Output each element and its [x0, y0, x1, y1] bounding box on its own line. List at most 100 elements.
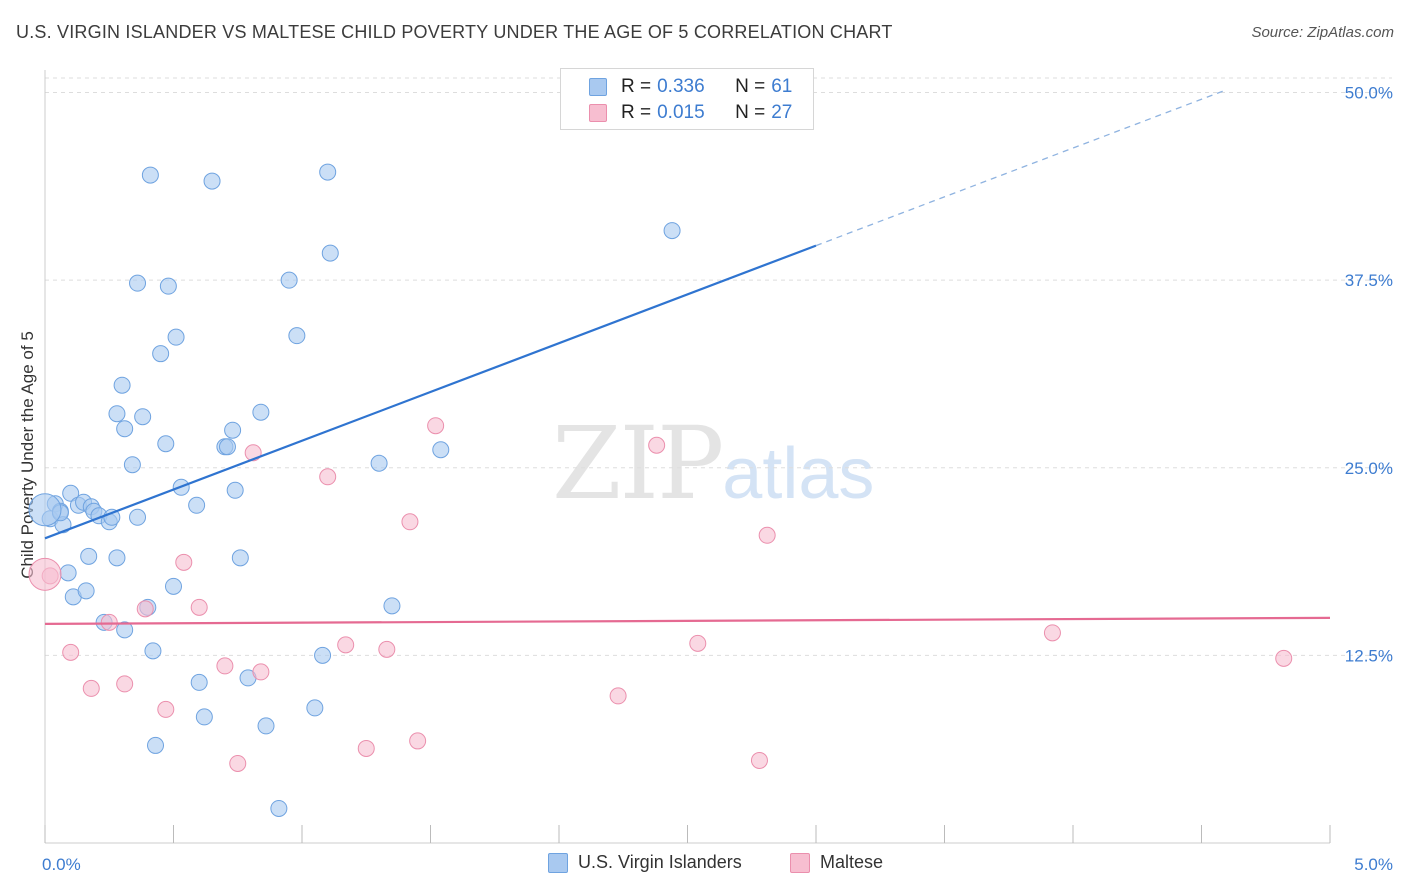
- data-point-maltese: [1043, 624, 1061, 642]
- data-point-maltese: [357, 739, 375, 757]
- data-point-virgin-islanders: [108, 549, 126, 567]
- data-point-virgin-islanders: [59, 564, 77, 582]
- data-point-virgin-islanders: [62, 484, 80, 502]
- data-point-maltese: [229, 754, 247, 772]
- chart-title: U.S. VIRGIN ISLANDER VS MALTESE CHILD PO…: [16, 22, 893, 42]
- data-point-virgin-islanders: [77, 582, 95, 600]
- data-point-virgin-islanders: [383, 597, 401, 615]
- trend-lines: [44, 88, 1331, 625]
- data-point-maltese: [378, 640, 396, 658]
- data-point-virgin-islanders: [165, 577, 182, 595]
- data-point-virgin-islanders: [203, 172, 221, 190]
- x-tick-label: 0.0%: [42, 855, 81, 874]
- data-point-maltese: [116, 675, 134, 693]
- data-point-virgin-islanders: [321, 244, 339, 262]
- data-point-maltese: [100, 613, 118, 631]
- data-point-maltese: [319, 468, 337, 486]
- data-point-virgin-islanders: [231, 549, 249, 567]
- grid-lines: [45, 77, 1392, 656]
- data-point-maltese: [689, 634, 707, 652]
- data-point-maltese-cluster: [28, 557, 62, 591]
- data-point-virgin-islanders: [252, 403, 270, 421]
- data-point-maltese: [190, 598, 208, 616]
- y-tick-label: 25.0%: [1345, 459, 1393, 478]
- legend-n-label: N =: [735, 102, 766, 123]
- data-point-virgin-islanders: [218, 438, 236, 456]
- legend-r-value: 0.015: [657, 102, 705, 123]
- legend-swatch-blue: [589, 78, 607, 96]
- data-point-maltese: [750, 751, 768, 769]
- data-point-virgin-islanders: [116, 621, 134, 639]
- y-tick-label: 50.0%: [1345, 84, 1393, 103]
- data-point-virgin-islanders: [224, 421, 242, 439]
- data-point-virgin-islanders-cluster: [28, 493, 62, 527]
- data-point-virgin-islanders: [144, 642, 162, 660]
- data-point-virgin-islanders: [113, 376, 131, 394]
- data-point-virgin-islanders: [280, 271, 298, 289]
- legend-item-label: U.S. Virgin Islanders: [578, 852, 742, 872]
- data-point-virgin-islanders: [159, 277, 177, 295]
- data-point-virgin-islanders: [226, 481, 244, 499]
- series-legend: U.S. Virgin Islanders Maltese: [0, 852, 1406, 876]
- data-point-virgin-islanders: [432, 441, 450, 459]
- watermark-zip: ZIP: [552, 405, 724, 522]
- series-virgin-islanders: [28, 88, 691, 817]
- legend-n-value: 27: [771, 102, 793, 123]
- data-point-virgin-islanders: [134, 408, 152, 426]
- data-point-virgin-islanders: [306, 699, 324, 717]
- legend-item-virgin-islanders[interactable]: U.S. Virgin Islanders: [548, 852, 742, 873]
- data-point-virgin-islanders: [195, 708, 213, 726]
- trend-line-extension-virgin-islanders: [815, 88, 1228, 247]
- data-point-virgin-islanders: [147, 736, 165, 754]
- data-point-virgin-islanders: [129, 508, 147, 526]
- legend-row-virgin-islanders: R = 0.336 N = 61: [589, 75, 792, 99]
- data-point-virgin-islanders: [157, 435, 175, 453]
- legend-r-label: R =: [621, 102, 652, 123]
- data-point-maltese: [82, 679, 100, 697]
- source-text: Source: ZipAtlas.com: [1251, 24, 1394, 41]
- data-point-virgin-islanders: [152, 345, 170, 363]
- watermark: ZIPatlas: [552, 405, 874, 522]
- data-point-virgin-islanders: [288, 327, 306, 345]
- data-point-virgin-islanders: [314, 646, 332, 664]
- legend-n-value: 61: [771, 76, 793, 97]
- legend-swatch-pink: [589, 104, 607, 122]
- data-point-virgin-islanders: [167, 328, 185, 346]
- data-point-virgin-islanders: [270, 799, 288, 817]
- y-tick-label: 37.5%: [1345, 271, 1393, 290]
- data-point-virgin-islanders: [370, 454, 388, 472]
- y-tick-label: 12.5%: [1345, 646, 1393, 665]
- legend-item-maltese[interactable]: Maltese: [790, 852, 883, 873]
- data-point-maltese: [758, 526, 776, 544]
- correlation-legend: R = 0.336 N = 61 R = 0.015 N = 27: [560, 68, 814, 130]
- data-point-virgin-islanders: [257, 717, 275, 735]
- legend-swatch-pink: [790, 852, 810, 873]
- data-point-maltese: [157, 700, 175, 718]
- x-tick-label: 5.0%: [1354, 855, 1393, 874]
- trend-line-virgin-islanders: [44, 244, 817, 540]
- data-point-maltese: [401, 513, 419, 531]
- data-point-virgin-islanders: [108, 405, 126, 423]
- legend-row-maltese: R = 0.015 N = 27: [589, 101, 792, 125]
- data-point-maltese: [1275, 649, 1293, 667]
- data-point-maltese: [175, 553, 193, 571]
- data-point-virgin-islanders: [663, 222, 681, 240]
- legend-swatch-blue: [548, 852, 568, 873]
- data-point-virgin-islanders: [319, 163, 337, 181]
- axes: [44, 70, 1331, 844]
- data-point-maltese: [337, 636, 355, 654]
- data-point-maltese: [136, 600, 154, 618]
- legend-r-label: R =: [621, 76, 652, 97]
- legend-r-value: 0.336: [657, 76, 705, 97]
- tick-labels: 12.5% 25.0% 37.5% 50.0% 0.0% 5.0%: [42, 84, 1393, 874]
- series-maltese: [28, 417, 1293, 772]
- data-point-maltese: [609, 687, 627, 705]
- data-point-virgin-islanders: [141, 166, 159, 184]
- data-point-virgin-islanders: [80, 547, 98, 565]
- data-point-maltese: [252, 663, 270, 681]
- data-point-virgin-islanders: [188, 496, 206, 514]
- data-point-maltese: [648, 436, 666, 454]
- trend-line-maltese: [44, 616, 1331, 625]
- data-point-maltese: [409, 732, 427, 750]
- legend-n-label: N =: [735, 76, 766, 97]
